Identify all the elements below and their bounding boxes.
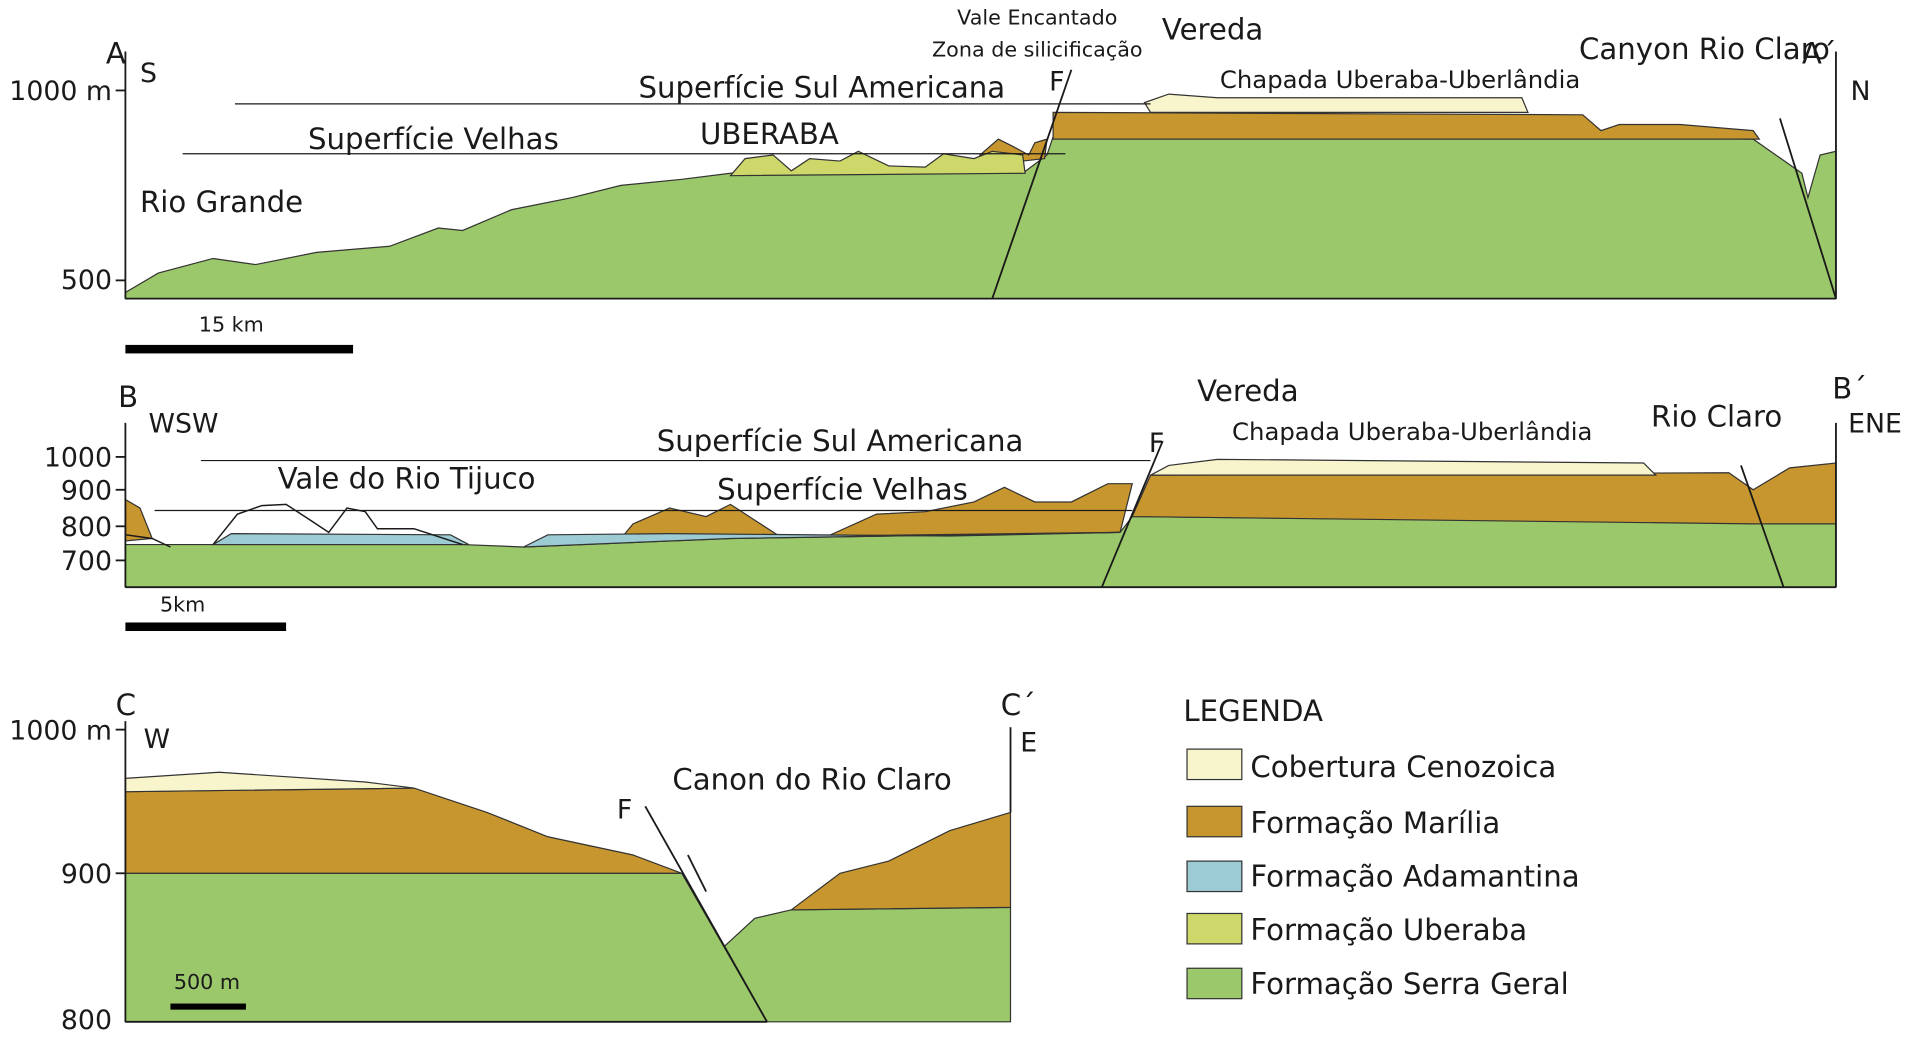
label: 900 — [61, 859, 112, 890]
label: 800 — [61, 1005, 112, 1036]
label: WSW — [149, 409, 219, 440]
label: Superfície Velhas — [308, 122, 559, 156]
label: 500 m — [174, 970, 240, 994]
legend-swatch — [1186, 912, 1243, 945]
label: Superfície Sul Americana — [638, 71, 1005, 105]
label: 700 — [61, 546, 112, 577]
label: Superfície Sul Americana — [657, 424, 1024, 458]
legend-text: Formação Uberaba — [1250, 913, 1527, 947]
fault — [1100, 440, 1164, 588]
label: Zona de silicificação — [932, 37, 1143, 61]
label: Superfície Velhas — [717, 473, 968, 507]
label: ENE — [1848, 409, 1902, 440]
label: UBERABA — [700, 117, 839, 151]
legend-text: Formação Marília — [1250, 806, 1500, 840]
legend-swatch — [1186, 967, 1243, 1000]
label: Chapada Uberaba-Uberlândia — [1220, 65, 1580, 94]
label: W — [144, 724, 170, 755]
marilia — [789, 811, 1012, 911]
marilia — [124, 787, 682, 874]
label: 800 — [61, 512, 112, 543]
label: F — [1049, 66, 1064, 97]
label: S — [140, 58, 157, 89]
legend — [1186, 748, 1243, 1000]
fault — [1740, 465, 1785, 588]
legend-text: Cobertura Cenozoica — [1250, 750, 1556, 784]
label: E — [1020, 728, 1037, 759]
label: Vale Encantado — [957, 6, 1117, 30]
label: 5km — [160, 593, 205, 617]
fault — [644, 805, 768, 1023]
legend-text: Formação Serra Geral — [1250, 967, 1568, 1001]
label: Vale do Rio Tijuco — [278, 462, 536, 496]
section-b — [115, 422, 1837, 632]
relief — [125, 503, 463, 548]
label: Chapada Uberaba-Uberlândia — [1232, 417, 1592, 446]
section-a — [115, 51, 1837, 354]
label: C — [116, 688, 136, 722]
marilia — [619, 483, 1134, 540]
label: Canon do Rio Claro — [672, 762, 951, 796]
legend-swatch — [1186, 860, 1243, 893]
label: N — [1851, 76, 1871, 107]
scale-bar — [170, 1003, 246, 1010]
marilia — [1052, 111, 1761, 140]
section-c — [115, 721, 1012, 1023]
label: Canyon Rio Claro — [1579, 32, 1830, 66]
fault — [1779, 118, 1837, 299]
legend-text: LEGENDA — [1183, 694, 1323, 728]
label: 15 km — [199, 313, 264, 337]
scale-bar — [125, 344, 354, 354]
label: 1000 m — [9, 715, 112, 746]
label: Rio Claro — [1651, 399, 1782, 433]
label: F — [617, 794, 632, 825]
label: B — [118, 380, 138, 414]
arrow — [687, 854, 707, 892]
adamantina — [210, 533, 470, 546]
label: 900 — [61, 476, 112, 507]
cenozoica — [1150, 458, 1658, 476]
legend-swatch — [1186, 805, 1243, 838]
label: B´ — [1832, 371, 1867, 405]
label: 500 — [61, 265, 112, 296]
fault — [991, 69, 1073, 299]
adamantina — [523, 531, 1121, 548]
label: A — [106, 37, 126, 71]
legend-text: Formação Adamantina — [1250, 860, 1579, 894]
labels: A A´ S N 1000 m 500 15 km Vale Encantado Zona de… — [9, 6, 1902, 1036]
cenozoica — [1143, 93, 1529, 113]
label: Rio Grande — [140, 185, 303, 219]
cenozoica — [124, 771, 415, 793]
legend-swatch — [1186, 748, 1243, 781]
scale-bar — [125, 622, 287, 632]
label: Vereda — [1197, 374, 1298, 408]
label: Vereda — [1162, 12, 1263, 46]
label: F — [1149, 428, 1164, 459]
label: 1000 — [44, 443, 112, 474]
label: C´ — [1001, 688, 1036, 722]
serra-geral — [124, 872, 769, 1023]
serra-geral — [723, 906, 1012, 1023]
label: 1000 m — [9, 76, 112, 107]
label: A´ — [1802, 37, 1837, 71]
